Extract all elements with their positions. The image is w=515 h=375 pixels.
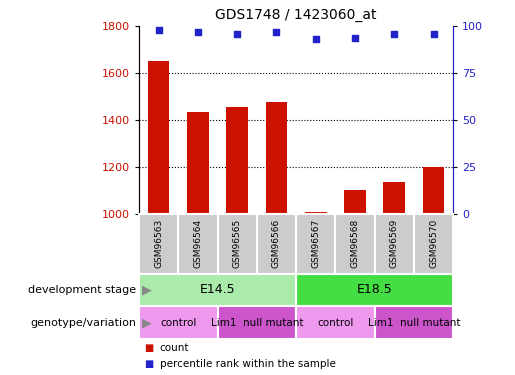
Text: ▶: ▶	[142, 283, 151, 296]
Bar	[227, 107, 248, 214]
Bar	[296, 214, 335, 274]
Text: ▶: ▶	[142, 316, 151, 329]
Bar	[139, 214, 178, 274]
Bar	[148, 62, 169, 214]
Text: E18.5: E18.5	[357, 283, 392, 296]
Point	[351, 36, 359, 42]
Text: GSM96566: GSM96566	[272, 219, 281, 268]
Point	[312, 36, 320, 42]
Text: ■: ■	[144, 343, 153, 353]
Point	[430, 31, 438, 37]
Text: percentile rank within the sample: percentile rank within the sample	[160, 359, 336, 369]
Bar	[384, 182, 405, 214]
Point	[233, 31, 242, 37]
Bar	[217, 306, 296, 339]
Text: development stage: development stage	[28, 285, 136, 295]
Bar	[178, 214, 218, 274]
Bar	[139, 306, 217, 339]
Point	[194, 29, 202, 35]
Text: E14.5: E14.5	[200, 283, 235, 296]
Bar	[266, 102, 287, 214]
Text: GSM96565: GSM96565	[233, 219, 242, 268]
Bar	[139, 274, 296, 306]
Text: GSM96564: GSM96564	[194, 219, 202, 268]
Text: GSM96563: GSM96563	[154, 219, 163, 268]
Bar	[423, 167, 444, 214]
Title: GDS1748 / 1423060_at: GDS1748 / 1423060_at	[215, 9, 377, 22]
Text: control: control	[160, 318, 197, 327]
Bar	[217, 214, 257, 274]
Text: Lim1  null mutant: Lim1 null mutant	[211, 318, 303, 327]
Bar	[375, 214, 414, 274]
Bar	[344, 190, 366, 214]
Text: GSM96569: GSM96569	[390, 219, 399, 268]
Text: genotype/variation: genotype/variation	[30, 318, 136, 327]
Bar	[305, 212, 327, 214]
Text: GSM96567: GSM96567	[311, 219, 320, 268]
Point	[154, 27, 163, 33]
Bar	[414, 214, 453, 274]
Bar	[257, 214, 296, 274]
Bar	[296, 306, 375, 339]
Text: control: control	[317, 318, 354, 327]
Text: count: count	[160, 343, 189, 353]
Point	[390, 31, 399, 37]
Text: GSM96568: GSM96568	[351, 219, 359, 268]
Bar	[375, 306, 453, 339]
Text: GSM96570: GSM96570	[429, 219, 438, 268]
Bar	[335, 214, 375, 274]
Text: Lim1  null mutant: Lim1 null mutant	[368, 318, 460, 327]
Text: ■: ■	[144, 359, 153, 369]
Point	[272, 29, 281, 35]
Bar	[296, 274, 453, 306]
Bar	[187, 112, 209, 214]
